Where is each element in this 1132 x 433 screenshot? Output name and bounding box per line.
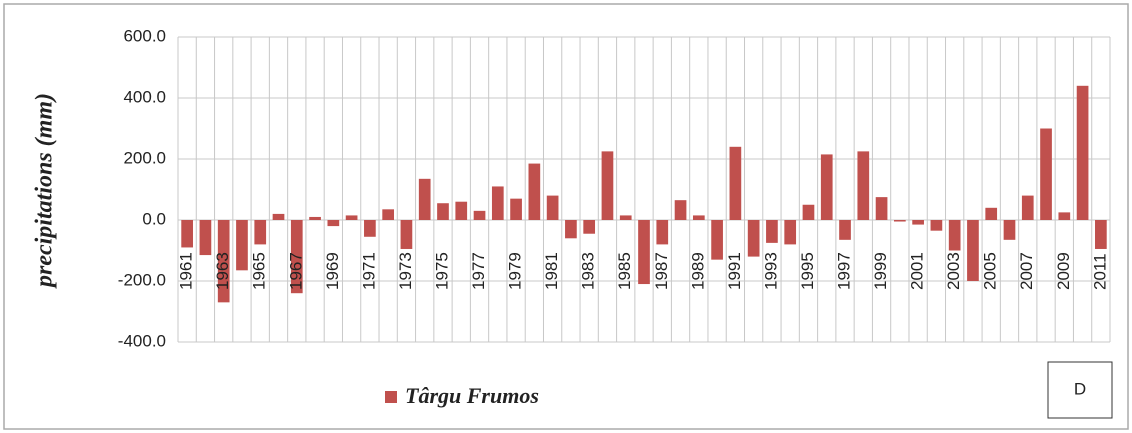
bar (565, 220, 577, 239)
bar (199, 220, 212, 256)
bar (729, 146, 742, 220)
bar (309, 216, 321, 220)
x-tick-label: 2005 (981, 252, 1000, 290)
bar (290, 220, 303, 294)
bar (711, 220, 723, 260)
bar (181, 220, 193, 248)
x-tick-label: 1987 (652, 252, 671, 290)
x-tick-label: 2009 (1054, 252, 1073, 290)
annotation-box (1047, 361, 1113, 419)
bar (967, 220, 979, 281)
bar (418, 178, 431, 220)
bar (345, 215, 358, 220)
x-tick-label: 2011 (1090, 253, 1109, 290)
bar (473, 210, 486, 220)
x-tick-label: 1977 (469, 252, 488, 290)
bar (583, 220, 596, 234)
bar (875, 197, 888, 220)
x-tick-label: 1967 (286, 252, 305, 290)
bar (217, 220, 230, 303)
x-tick-label: 1969 (323, 252, 342, 290)
bar (528, 163, 541, 220)
x-tick-label: 1983 (579, 252, 598, 290)
legend-swatch (385, 391, 397, 403)
x-tick-label: 1989 (688, 252, 707, 290)
bar (510, 198, 522, 220)
bar (638, 220, 650, 285)
bar (692, 215, 705, 220)
y-tick-label: 600.0 (123, 26, 166, 45)
bar (327, 220, 340, 227)
y-tick-label: -200.0 (118, 270, 166, 289)
x-tick-label: 1965 (250, 252, 269, 290)
legend-label: Târgu Frumos (405, 383, 539, 408)
bar (948, 220, 961, 251)
y-tick-label: 0.0 (142, 209, 166, 228)
bar (1095, 220, 1107, 249)
bar (437, 203, 449, 220)
bar (1076, 85, 1089, 220)
bar (546, 195, 559, 220)
bar (272, 213, 285, 220)
bar (1058, 212, 1071, 220)
bar (893, 220, 906, 222)
x-tick-label: 2001 (908, 252, 927, 290)
x-tick-label: 1971 (359, 252, 378, 290)
bar (857, 151, 870, 220)
x-tick-label: 1963 (213, 252, 232, 290)
y-tick-label: 400.0 (123, 87, 166, 106)
x-tick-label: 1981 (542, 252, 561, 290)
bar (802, 204, 815, 220)
bar (1021, 195, 1034, 220)
bar (1040, 128, 1052, 220)
bar (674, 200, 687, 220)
bar (747, 220, 760, 257)
x-tick-label: 1975 (432, 252, 451, 290)
bar (364, 220, 376, 237)
bar (1003, 220, 1016, 240)
bar (382, 209, 395, 220)
x-tick-label: 1997 (835, 252, 854, 290)
x-tick-label: 1991 (725, 252, 744, 290)
bar (766, 220, 778, 243)
bar (656, 220, 669, 245)
chart-frame (3, 3, 1129, 430)
x-tick-label: 1993 (761, 252, 780, 290)
bar (491, 186, 504, 220)
bar (236, 220, 248, 271)
bar (784, 220, 797, 245)
x-tick-label: 1999 (871, 252, 890, 290)
annotation: D (1074, 379, 1086, 398)
bar (619, 215, 632, 220)
bar (912, 220, 924, 225)
x-tick-label: 1973 (396, 252, 415, 290)
bar (820, 154, 833, 220)
bar (839, 220, 851, 240)
bar (601, 151, 614, 220)
bar (455, 201, 468, 220)
x-tick-label: 1995 (798, 252, 817, 290)
y-tick-label: -400.0 (118, 331, 166, 350)
bar (985, 207, 998, 220)
y-tick-label: 200.0 (123, 148, 166, 167)
bar (254, 220, 267, 245)
bar (400, 220, 413, 249)
x-tick-label: 2003 (944, 252, 963, 290)
x-tick-label: 1961 (177, 252, 196, 290)
x-tick-label: 1985 (615, 252, 634, 290)
y-axis-label: precipitations (mm) (32, 93, 58, 289)
x-tick-label: 1979 (506, 252, 525, 290)
bar (930, 220, 943, 231)
x-tick-label: 2007 (1017, 252, 1036, 290)
